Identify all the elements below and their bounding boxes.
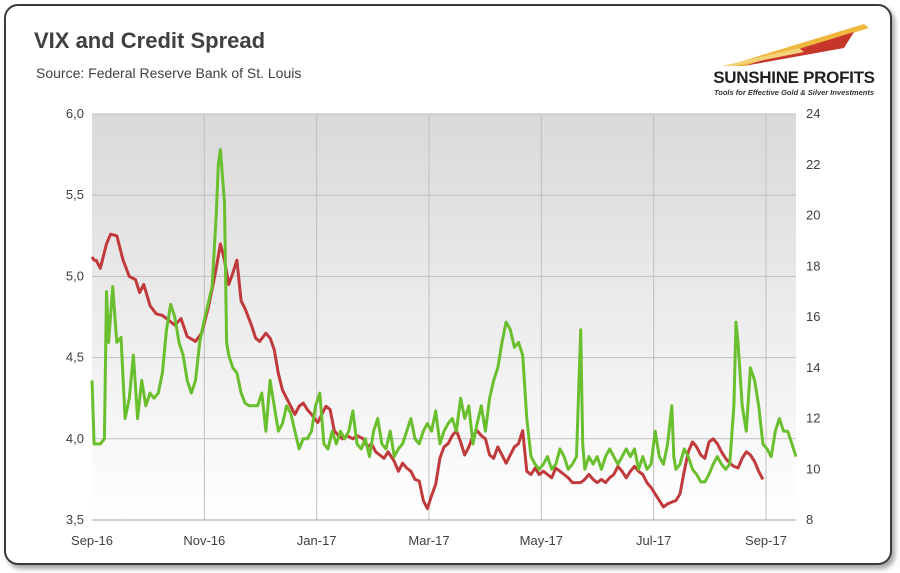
x-tick-label: Nov-16 (183, 533, 225, 548)
y-left-tick-label: 5,5 (66, 187, 84, 202)
logo-tagline: Tools for Effective Gold & Silver Invest… (713, 88, 875, 97)
x-tick-label: Jan-17 (297, 533, 337, 548)
chart-title: VIX and Credit Spread (34, 28, 266, 53)
plot-area (92, 114, 796, 520)
chart-subtitle: Source: Federal Reserve Bank of St. Loui… (36, 65, 302, 81)
x-tick-label: Jul-17 (636, 533, 671, 548)
y-right-tick-label: 16 (806, 309, 820, 324)
y-left-tick-label: 4,5 (66, 350, 84, 365)
x-tick-label: Sep-16 (71, 533, 113, 548)
y-right-tick-label: 24 (806, 106, 820, 121)
sunshine-profits-logo: SUNSHINE PROFITS Tools for Effective Gol… (704, 18, 884, 98)
x-tick-label: May-17 (520, 533, 563, 548)
vix-series-line (90, 148, 798, 484)
y-right-tick-label: 10 (806, 461, 820, 476)
y-right-tick-label: 8 (806, 512, 813, 527)
x-tick-label: Sep-17 (745, 533, 787, 548)
y-right-tick-label: 12 (806, 411, 820, 426)
y-left-tick-label: 3,5 (66, 512, 84, 527)
y-right-tick-label: 22 (806, 157, 820, 172)
x-tick-label: Mar-17 (408, 533, 449, 548)
logo-name: SUNSHINE PROFITS (713, 68, 875, 87)
y-right-tick-label: 18 (806, 258, 820, 273)
y-left-tick-label: 6,0 (66, 106, 84, 121)
logo-swoosh-icon (722, 24, 869, 66)
y-right-tick-label: 20 (806, 208, 820, 223)
y-left-tick-label: 5,0 (66, 268, 84, 283)
y-right-tick-label: 14 (806, 360, 820, 375)
y-left-tick-label: 4,0 (66, 431, 84, 446)
